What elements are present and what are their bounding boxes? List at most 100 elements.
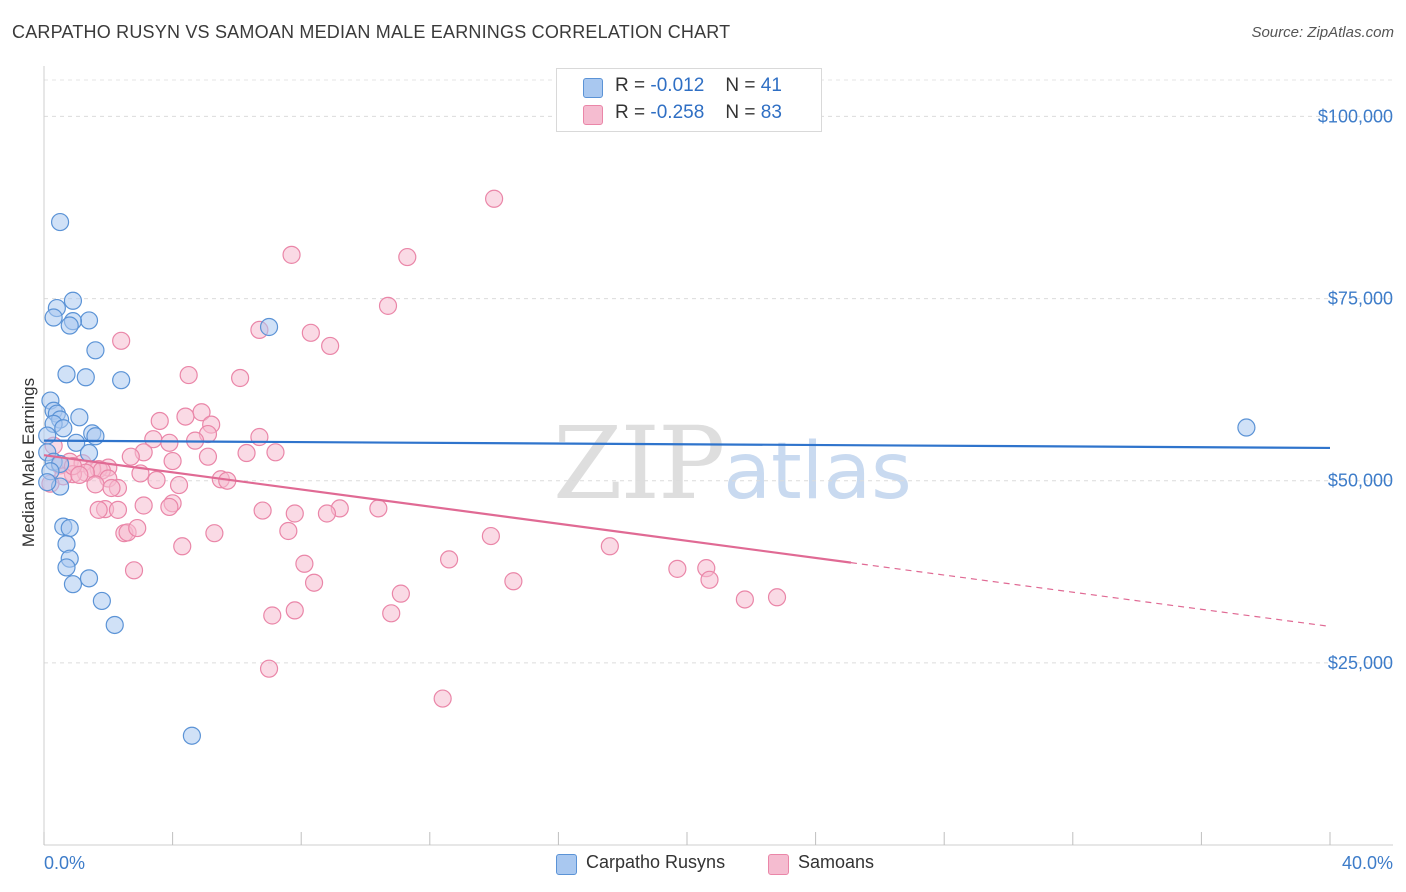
carpatho-rusyn-point xyxy=(60,518,79,538)
samoan-point xyxy=(86,475,105,494)
watermark-atlas: atlas xyxy=(723,427,912,517)
samoan-point xyxy=(198,447,218,466)
samoan-point xyxy=(124,561,144,580)
samoan-point xyxy=(767,588,787,607)
samoan-point xyxy=(176,407,195,426)
carpatho-rusyn-point xyxy=(57,365,76,384)
legend-n-value: 83 xyxy=(760,102,782,123)
samoan-point xyxy=(163,451,182,471)
carpatho-rusyn-point xyxy=(63,575,83,594)
legend-label: Samoans xyxy=(798,852,875,872)
samoan-point xyxy=(108,500,128,519)
samoan-point xyxy=(369,499,388,518)
samoan-point xyxy=(485,189,504,208)
legend-swatch-pink xyxy=(583,105,603,125)
legend-r-value: -0.258 xyxy=(650,102,705,123)
samoan-trend-extension xyxy=(850,562,1331,628)
carpatho-rusyn-point xyxy=(44,308,63,327)
samoan-point xyxy=(263,606,282,625)
carpatho-rusyn-point xyxy=(76,368,95,387)
y-tick-label: $75,000 xyxy=(1328,289,1393,309)
samoan-point xyxy=(259,659,279,678)
y-tick-label: $50,000 xyxy=(1328,471,1393,491)
samoan-point xyxy=(102,478,121,498)
carpatho-rusyn-point xyxy=(70,408,89,427)
samoan-point xyxy=(285,601,304,620)
samoan-point xyxy=(391,584,410,603)
x-tick-label: 40.0% xyxy=(1342,853,1393,873)
samoan-point xyxy=(504,572,523,591)
samoan-point xyxy=(150,411,169,431)
samoan-point xyxy=(378,296,398,315)
carpatho-rusyn-point xyxy=(105,615,124,635)
legend-r-label: R = xyxy=(615,75,646,96)
samoan-point xyxy=(173,537,192,556)
carpatho-rusyn-point xyxy=(259,317,279,337)
x-tick-label: 0.0% xyxy=(44,853,85,873)
samoan-point xyxy=(231,368,250,388)
samoan-point xyxy=(279,521,298,541)
carpatho-rusyn-point xyxy=(112,371,131,390)
samoan-point xyxy=(266,443,285,462)
y-axis-label: Median Male Earnings xyxy=(19,378,38,547)
legend-label: Carpatho Rusyns xyxy=(586,852,726,872)
samoan-point xyxy=(439,550,459,569)
y-tick-label: $100,000 xyxy=(1318,106,1393,126)
samoan-point xyxy=(301,323,320,342)
samoan-point xyxy=(433,689,452,708)
watermark-zip: ZIP xyxy=(553,405,725,522)
samoan-point xyxy=(89,500,108,519)
samoan-point xyxy=(295,554,314,573)
samoan-point xyxy=(700,570,719,589)
carpatho-rusyn-point xyxy=(50,212,70,232)
samoan-point xyxy=(160,433,179,452)
samoan-point xyxy=(237,443,256,463)
samoan-point xyxy=(169,475,189,495)
y-tick-label: $25,000 xyxy=(1328,653,1393,673)
samoan-point xyxy=(128,518,147,538)
carpatho-rusyn-point xyxy=(67,433,86,452)
samoan-point xyxy=(600,537,619,556)
chart-title: CARPATHO RUSYN VS SAMOAN MEDIAN MALE EAR… xyxy=(12,22,731,42)
samoan-point xyxy=(253,501,272,520)
samoan-point xyxy=(282,245,301,264)
carpatho-rusyn-point xyxy=(86,427,105,446)
samoan-point xyxy=(304,573,324,592)
watermark: ZIPatlas xyxy=(553,405,912,522)
carpatho-rusyn-point xyxy=(86,341,105,360)
carpatho-rusyn-point xyxy=(92,591,111,611)
carpatho-rusyn-point xyxy=(57,558,76,577)
samoan-point xyxy=(317,504,337,523)
samoan-trend-line xyxy=(43,454,852,564)
legend-swatch-blue xyxy=(583,78,603,98)
samoan-point xyxy=(668,559,687,578)
samoan-point xyxy=(398,247,417,267)
samoan-point xyxy=(112,331,131,350)
samoan-point xyxy=(70,465,89,484)
samoan-point xyxy=(147,470,166,490)
samoan-point xyxy=(481,526,500,546)
carpatho-rusyn-point xyxy=(60,316,79,335)
samoan-point xyxy=(382,604,401,623)
samoan-point xyxy=(134,496,153,515)
samoan-point xyxy=(285,504,304,523)
carpatho-rusyn-point xyxy=(54,419,73,438)
carpatho-rusyn-point xyxy=(79,443,99,463)
carpatho-rusyn-trend-line xyxy=(43,439,1331,450)
samoan-point xyxy=(179,365,198,385)
legend-swatch-blue xyxy=(556,854,577,875)
carpatho-rusyn-point xyxy=(182,726,201,745)
samoan-point xyxy=(321,336,340,356)
legend-n-label: N = xyxy=(725,75,756,96)
carpatho-rusyn-point xyxy=(1237,418,1256,437)
carpatho-rusyn-point xyxy=(79,311,99,330)
legend-r-value: -0.012 xyxy=(650,75,705,96)
carpatho-rusyn-point xyxy=(79,569,99,588)
samoan-point xyxy=(160,497,179,517)
carpatho-rusyn-point xyxy=(63,291,83,310)
samoan-point xyxy=(121,447,140,466)
legend-swatch-pink xyxy=(768,854,789,875)
samoan-point xyxy=(735,590,754,609)
correlation-legend: R = -0.012 N = 41 R = -0.258 N = 83 xyxy=(556,68,822,132)
